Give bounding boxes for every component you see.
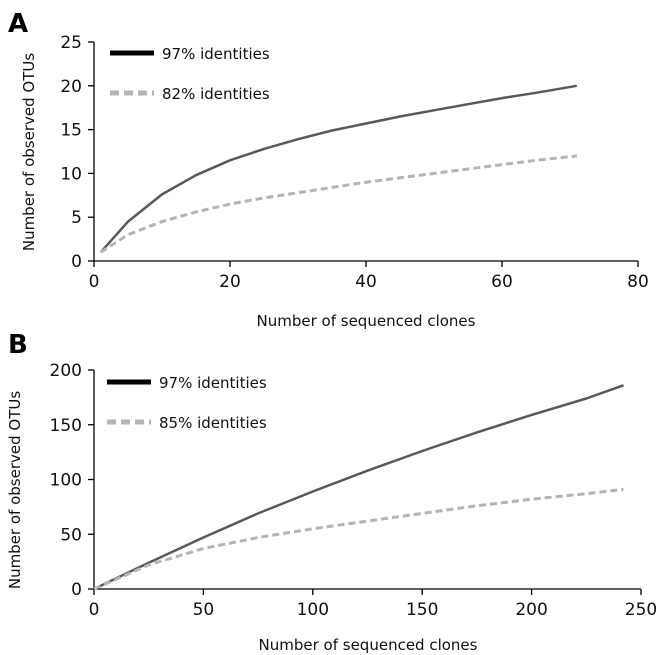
panel-a-y-tick-label: 10 bbox=[60, 164, 82, 184]
panel-a-x-tick-label: 0 bbox=[89, 272, 100, 292]
panel-a-series-line-1 bbox=[99, 84, 578, 254]
panel-a-x-axis-label: Number of sequenced clones bbox=[257, 312, 476, 330]
panel-b-x-tick-label: 250 bbox=[625, 600, 657, 620]
panel-a-legend-label-2: 82% identities bbox=[162, 85, 270, 103]
panel-b-legend-label-1: 97% identities bbox=[159, 374, 267, 392]
panel-a-series-line-2 bbox=[99, 154, 577, 254]
panel-b-y-tick-label: 0 bbox=[71, 580, 82, 600]
panel-b-y-tick-label: 50 bbox=[60, 525, 82, 545]
panel-a-x-tick-label: 20 bbox=[219, 272, 241, 292]
panel-b-series-line-2 bbox=[93, 487, 624, 591]
panel-b-y-axis-label: Number of observed OTUs bbox=[6, 391, 24, 590]
panel-a-x-tick-label: 40 bbox=[355, 272, 377, 292]
panel-b: B Number of sequenced clones Number of o… bbox=[6, 330, 657, 654]
panel-b-x-tick-label: 0 bbox=[89, 600, 100, 620]
panel-a-y-tick-label: 25 bbox=[60, 33, 82, 53]
panel-b-x-tick-label: 150 bbox=[406, 600, 438, 620]
panel-b-x-axis-label: Number of sequenced clones bbox=[259, 636, 478, 654]
panel-b-plot: 0 50 100 150 200 0 50 100 150 200 250 97% identitie… bbox=[50, 361, 658, 620]
panel-a-letter: A bbox=[8, 9, 28, 39]
panel-a: A Number of sequenced clones Number of o… bbox=[8, 9, 649, 330]
panel-b-x-tick-label: 200 bbox=[515, 600, 547, 620]
panel-b-y-tick-label: 200 bbox=[50, 361, 82, 381]
panel-a-y-tick-label: 0 bbox=[71, 252, 82, 272]
panel-b-y-tick-label: 150 bbox=[50, 416, 82, 436]
panel-b-letter: B bbox=[8, 330, 28, 360]
panel-a-legend-label-1: 97% identities bbox=[162, 45, 270, 63]
panel-b-x-tick-label: 100 bbox=[297, 600, 329, 620]
panel-a-x-tick-label: 60 bbox=[491, 272, 513, 292]
panel-a-y-axis-label: Number of observed OTUs bbox=[20, 53, 38, 252]
panel-a-plot: 0 5 10 15 20 25 0 20 40 60 80 97% identities 82% ide… bbox=[60, 33, 648, 292]
panel-a-x-tick-label: 80 bbox=[627, 272, 649, 292]
panel-a-y-tick-label: 20 bbox=[60, 77, 82, 97]
panel-b-y-tick-label: 100 bbox=[50, 471, 82, 491]
panel-b-series-line-1 bbox=[93, 384, 624, 591]
panel-b-legend-label-2: 85% identities bbox=[159, 414, 267, 432]
panel-a-y-tick-label: 15 bbox=[60, 121, 82, 141]
panel-b-x-tick-label: 50 bbox=[193, 600, 215, 620]
panel-a-y-tick-label: 5 bbox=[71, 208, 82, 228]
